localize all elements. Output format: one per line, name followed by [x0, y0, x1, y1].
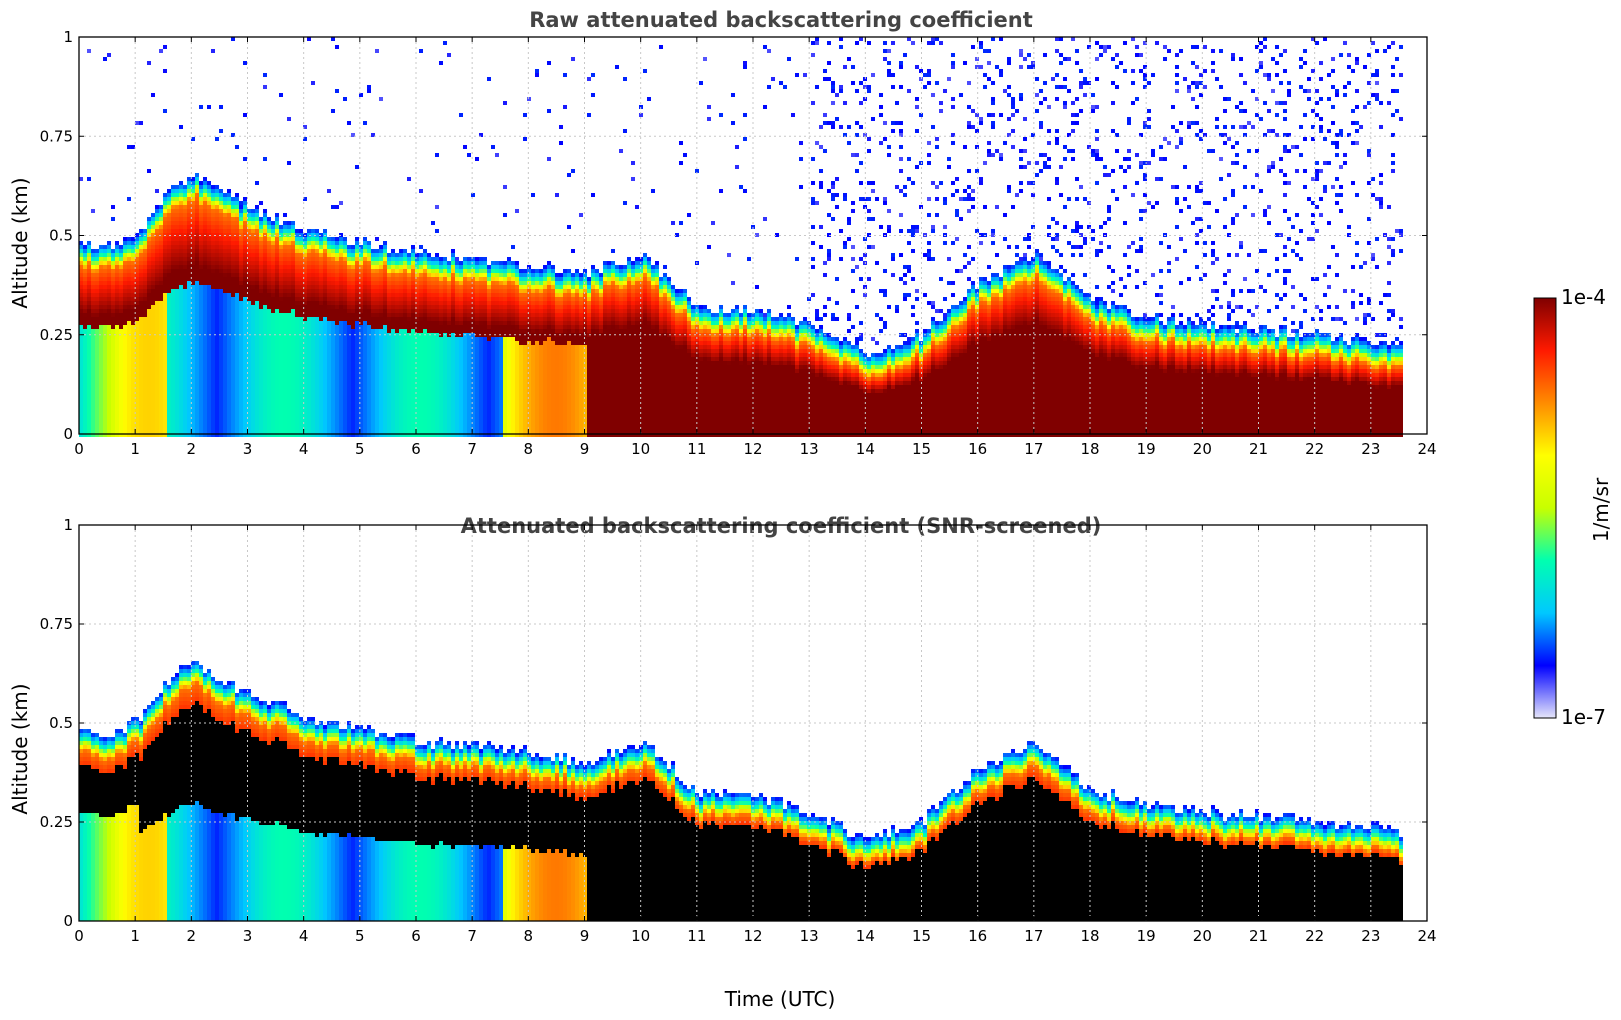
x-tick-label: 2	[187, 927, 197, 945]
x-tick-label: 8	[524, 927, 534, 945]
x-tick-label: 11	[687, 440, 706, 458]
y-tick-label: 0.25	[40, 813, 73, 831]
x-tick-label: 0	[74, 927, 84, 945]
x-tick-label: 23	[1361, 440, 1380, 458]
x-tick-label: 1	[130, 927, 140, 945]
x-tick-label: 5	[355, 927, 365, 945]
y-tick-label: 0.75	[40, 127, 73, 145]
x-tick-label: 6	[411, 927, 421, 945]
x-tick-label: 4	[299, 927, 309, 945]
x-tick-label: 24	[1417, 440, 1436, 458]
colorbar: 1e-4 1e-7 1/m/sr	[1534, 285, 1613, 729]
x-tick-label: 17	[1024, 440, 1043, 458]
y-tick-label: 0.75	[40, 615, 73, 633]
colorbar-min-label: 1e-7	[1561, 705, 1606, 729]
y-tick-label: 0.25	[40, 326, 73, 344]
x-tick-label: 6	[411, 440, 421, 458]
x-tick-label: 14	[856, 440, 875, 458]
y-tick-label: 0.5	[49, 227, 73, 245]
x-tick-label: 5	[355, 440, 365, 458]
x-tick-label: 23	[1361, 927, 1380, 945]
x-tick-label: 9	[580, 927, 590, 945]
x-tick-label: 21	[1249, 927, 1268, 945]
x-tick-label: 0	[74, 440, 84, 458]
x-tick-label: 7	[467, 440, 477, 458]
screened-y-axis-label: Altitude (km)	[8, 683, 32, 814]
x-tick-label: 19	[1137, 927, 1156, 945]
x-tick-label: 7	[467, 927, 477, 945]
colorbar-unit-label: 1/m/sr	[1589, 477, 1613, 542]
x-tick-label: 18	[1080, 927, 1099, 945]
x-tick-label: 16	[968, 440, 987, 458]
x-tick-label: 15	[912, 440, 931, 458]
screened-panel-title: Attenuated backscattering coefficient (S…	[461, 514, 1102, 538]
screened-plot-area: 0 1 2 3 4 5 6 7 8 9 10 11 12 13 14 15 16 17 18 19 20 21 22 23 24…	[40, 516, 1437, 945]
x-tick-label: 12	[743, 440, 762, 458]
x-tick-label: 2	[187, 440, 197, 458]
y-tick-label: 0.5	[49, 714, 73, 732]
figure: Raw attenuated backscattering coefficien…	[0, 0, 1621, 1020]
x-tick-label: 24	[1417, 927, 1436, 945]
x-tick-label: 11	[687, 927, 706, 945]
y-tick-label: 0	[63, 912, 73, 930]
x-tick-label: 14	[856, 927, 875, 945]
raw-plot-area: 0 1 2 3 4 5 6 7 8 9 10 11 12 13 14 15 16 17 18 19 20 21 22 23 24…	[40, 28, 1437, 458]
x-tick-label: 15	[912, 927, 931, 945]
x-tick-label: 8	[524, 440, 534, 458]
x-tick-label: 10	[631, 440, 650, 458]
x-tick-label: 22	[1305, 927, 1324, 945]
x-tick-label: 22	[1305, 440, 1324, 458]
x-tick-label: 20	[1193, 440, 1212, 458]
x-tick-label: 18	[1080, 440, 1099, 458]
y-tick-label: 1	[63, 28, 73, 46]
x-tick-label: 13	[800, 440, 819, 458]
x-tick-label: 16	[968, 927, 987, 945]
x-tick-label: 3	[243, 927, 253, 945]
x-tick-label: 20	[1193, 927, 1212, 945]
x-axis-label: Time (UTC)	[724, 987, 836, 1011]
heatmap-field	[79, 37, 1403, 437]
x-tick-label: 1	[130, 440, 140, 458]
x-tick-label: 19	[1137, 440, 1156, 458]
x-tick-label: 17	[1024, 927, 1043, 945]
x-tick-label: 3	[243, 440, 253, 458]
x-tick-label: 4	[299, 440, 309, 458]
colorbar-gradient	[1534, 298, 1556, 718]
x-tick-label: 9	[580, 440, 590, 458]
heatmap-field	[79, 661, 1403, 921]
x-tick-label: 10	[631, 927, 650, 945]
raw-y-axis-label: Altitude (km)	[8, 177, 32, 308]
raw-panel-title: Raw attenuated backscattering coefficien…	[529, 8, 1033, 32]
y-tick-label: 0	[63, 425, 73, 443]
x-tick-label: 13	[800, 927, 819, 945]
colorbar-max-label: 1e-4	[1561, 285, 1606, 309]
raw-backscatter-panel: Raw attenuated backscattering coefficien…	[8, 8, 1437, 458]
screened-backscatter-panel: Attenuated backscattering coefficient (S…	[8, 514, 1437, 1011]
y-tick-label: 1	[63, 516, 73, 534]
x-tick-label: 12	[743, 927, 762, 945]
x-tick-label: 21	[1249, 440, 1268, 458]
